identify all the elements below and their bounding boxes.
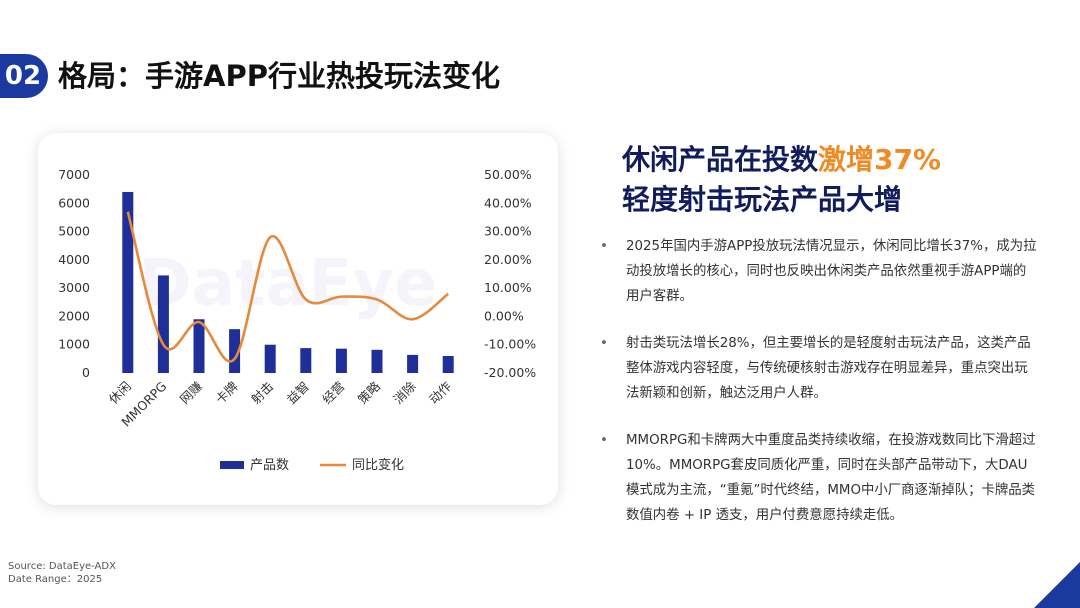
headline-line-1: 休闲产品在投数激增37% (622, 140, 941, 180)
y-right-tick-label: -10.00% (484, 337, 536, 352)
bar (264, 344, 276, 373)
bullet-item: • MMORPG和卡牌两大中重度品类持续收缩，在投游戏数同比下滑超过10%。MMO… (598, 428, 1038, 528)
headline-prefix: 休闲产品在投数 (622, 143, 819, 176)
y-right-tick-label: 0.00% (484, 308, 524, 323)
x-category-label: 经营 (319, 379, 347, 407)
y-right-tick-label: 10.00% (484, 280, 532, 295)
x-category-label: 网赚 (177, 379, 205, 407)
bar (300, 348, 312, 373)
section-number: 02 (4, 61, 42, 91)
x-category-label: 消除 (390, 378, 419, 407)
y-left-tick-label: 4000 (58, 252, 90, 267)
x-category-label: 动作 (426, 378, 455, 407)
combo-chart: DataEye01000200030004000500060007000-20.… (58, 167, 536, 473)
bullet-dot-icon: • (600, 433, 608, 448)
legend-label-line: 同比变化 (352, 457, 404, 473)
bullet-item: • 2025年国内手游APP投放玩法情况显示，休闲同比增长37%，成为拉动投放增长… (598, 234, 1038, 309)
x-category-label: 射击 (248, 379, 276, 407)
bar (407, 354, 419, 373)
bullet-dot-icon: • (600, 239, 608, 254)
headline-line-2: 轻度射击玩法产品大增 (622, 183, 903, 216)
bar (335, 348, 347, 373)
date-range-line: Date Range：2025 (8, 574, 103, 585)
y-right-tick-label: 40.00% (484, 195, 532, 210)
legend-swatch-bar (220, 461, 244, 469)
source-note: Source: DataEye-ADX Date Range：2025 (8, 560, 116, 586)
series-line-yoy-change (126, 211, 450, 363)
section-number-badge: 02 (0, 54, 48, 98)
legend-label-bar: 产品数 (250, 458, 289, 473)
y-right-tick-label: 20.00% (484, 252, 532, 267)
headline-highlight: 激增37% (818, 143, 942, 176)
bullet-text: 射击类玩法增长28%，但主要增长的是轻度射击玩法产品，这类产品整体游戏内容轻度，… (626, 336, 1031, 401)
chart-card: DataEye 0 1000 2000 3000 4000 5000 6000 7000 -20.… (38, 133, 558, 505)
bar (442, 356, 454, 373)
page-title: 格局：手游APP行业热投玩法变化 (58, 59, 500, 93)
corner-decoration (1034, 562, 1080, 608)
y-right-tick-label: 30.00% (484, 224, 532, 239)
y-left-tick-label: 6000 (58, 195, 90, 210)
bar (229, 329, 241, 373)
source-line: Source: DataEye-ADX (8, 561, 116, 572)
bullet-item: • 射击类玩法增长28%，但主要增长的是轻度射击玩法产品，这类产品整体游戏内容轻度… (598, 331, 1038, 406)
bullet-dot-icon: • (600, 336, 608, 351)
bullet-text: MMORPG和卡牌两大中重度品类持续收缩，在投游戏数同比下滑超过10%。MMOR… (626, 433, 1036, 523)
x-category-label: 休闲 (106, 379, 134, 407)
bar (371, 349, 383, 373)
y-right-tick-label: -20.00% (484, 365, 536, 380)
x-category-label: 策略 (355, 378, 384, 407)
bar (157, 275, 169, 373)
y-left-tick-label: 5000 (58, 224, 90, 239)
x-category-label: 卡牌 (212, 379, 240, 407)
y-left-tick-label: 0 (82, 365, 90, 380)
bar (122, 191, 134, 373)
y-left-tick-label: 3000 (58, 280, 90, 295)
bullet-list: • 2025年国内手游APP投放玩法情况显示，休闲同比增长37%，成为拉动投放增长… (598, 234, 1038, 550)
y-left-tick-label: 2000 (58, 308, 90, 323)
y-right-tick-label: 50.00% (484, 167, 532, 182)
y-left-tick-label: 7000 (58, 167, 90, 182)
y-left-tick-label: 1000 (58, 337, 90, 352)
bar (193, 319, 205, 373)
x-category-label: 益智 (284, 379, 312, 407)
headline: 休闲产品在投数激增37% 轻度射击玩法产品大增 (622, 140, 941, 220)
bullet-text: 2025年国内手游APP投放玩法情况显示，休闲同比增长37%，成为拉动投放增长的… (626, 239, 1037, 304)
